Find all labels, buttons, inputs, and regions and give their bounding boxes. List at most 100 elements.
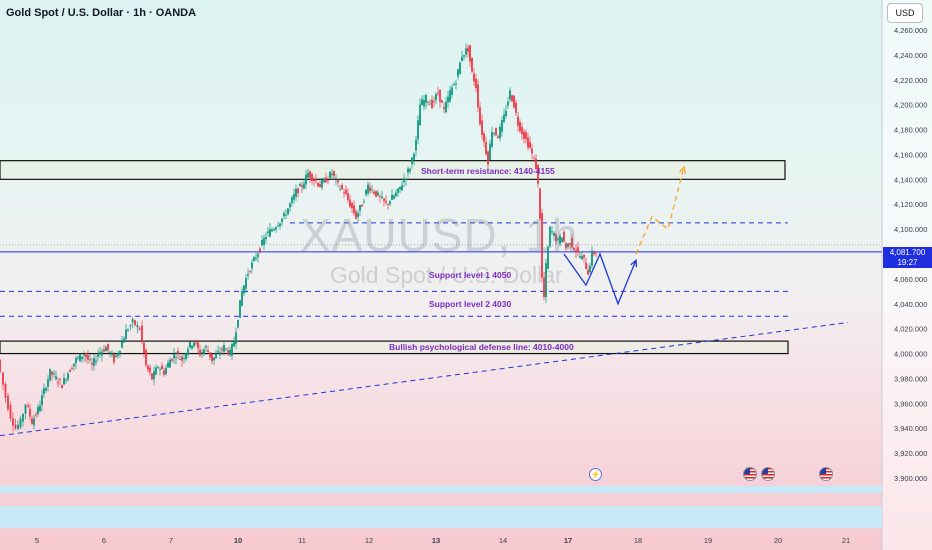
candle-body xyxy=(469,45,471,62)
candle-body xyxy=(585,262,587,269)
candle-body xyxy=(335,178,337,179)
candle-body xyxy=(271,229,273,232)
candle-body xyxy=(523,131,525,139)
candle-body xyxy=(549,226,551,247)
candle-body xyxy=(521,126,523,134)
candle-body xyxy=(295,188,297,197)
candle-body xyxy=(63,378,65,385)
candle-body xyxy=(149,367,151,373)
y-tick-label: 3,920.000 xyxy=(894,449,927,458)
y-tick-label: 3,940.000 xyxy=(894,424,927,433)
candle-body xyxy=(357,213,359,217)
candle-body xyxy=(81,356,83,360)
y-tick-label: 4,100.000 xyxy=(894,225,927,234)
y-tick-label: 3,960.000 xyxy=(894,399,927,408)
candle-body xyxy=(285,215,287,216)
candle-body xyxy=(215,354,217,359)
candle-body xyxy=(485,141,487,155)
last-price-countdown: 19:27 xyxy=(897,258,918,267)
y-tick-label: 4,000.000 xyxy=(894,350,927,359)
us-flag-icon[interactable] xyxy=(819,467,833,481)
x-tick-label: 11 xyxy=(298,536,306,545)
lightning-event-icon[interactable]: ⚡ xyxy=(589,468,602,481)
candle-body xyxy=(363,201,365,203)
candle-body xyxy=(479,107,481,125)
candle-body xyxy=(305,174,307,185)
candle-body xyxy=(317,182,319,187)
candle-body xyxy=(579,256,581,258)
candle-body xyxy=(31,418,33,425)
support1-label: Support level 1 4050 xyxy=(429,270,512,280)
y-tick-label: 4,260.000 xyxy=(894,26,927,35)
candle-body xyxy=(583,254,585,258)
last-price-value: 4,081.700 xyxy=(889,248,926,257)
candle-body xyxy=(89,359,91,361)
candle-body xyxy=(361,204,363,207)
y-tick-label: 4,220.000 xyxy=(894,76,927,85)
candle-body xyxy=(163,370,165,375)
candle-body xyxy=(397,188,399,193)
candle-body xyxy=(387,204,389,205)
candle-body xyxy=(279,223,281,227)
y-tick-label: 4,120.000 xyxy=(894,200,927,209)
candle-body xyxy=(235,332,237,344)
x-tick-label: 13 xyxy=(432,536,440,545)
candle-body xyxy=(299,184,301,187)
candle-body xyxy=(123,338,125,343)
candle-body xyxy=(501,120,503,132)
candle-body xyxy=(141,325,143,341)
candle-body xyxy=(14,424,17,429)
candle-body xyxy=(401,185,403,191)
last-price-badge: 4,081.700 19:27 xyxy=(883,247,932,268)
candle-body xyxy=(79,353,81,362)
candle-body xyxy=(465,48,467,55)
candle-body xyxy=(459,62,461,75)
candle-body xyxy=(483,133,485,142)
candle-body xyxy=(43,388,45,394)
candle-body xyxy=(405,178,407,180)
candle-body xyxy=(193,342,195,347)
y-tick-label: 4,160.000 xyxy=(894,150,927,159)
candle-body xyxy=(529,141,531,148)
candle-body xyxy=(359,205,361,211)
candle-body xyxy=(77,357,79,359)
candle-body xyxy=(65,379,67,381)
candle-body xyxy=(565,243,567,249)
candle-body xyxy=(171,358,173,361)
currency-button[interactable]: USD xyxy=(887,3,923,23)
candle-body xyxy=(189,341,191,348)
candle-body xyxy=(129,325,132,327)
candle-body xyxy=(441,100,443,103)
us-flag-icon[interactable] xyxy=(743,467,757,481)
candle-body xyxy=(12,418,14,426)
candle-body xyxy=(415,139,417,151)
zone-defense xyxy=(0,340,789,355)
candle-body xyxy=(431,99,433,109)
candle-body xyxy=(471,58,473,72)
candle-body xyxy=(37,407,39,415)
us-flag-icon[interactable] xyxy=(761,467,775,481)
candle-body xyxy=(409,168,411,172)
candle-body xyxy=(253,257,255,261)
candle-body xyxy=(273,228,275,231)
price-axis-panel xyxy=(882,0,932,550)
candle-body xyxy=(231,343,233,356)
candle-body xyxy=(179,359,181,360)
candle-body xyxy=(517,116,519,126)
candle-body xyxy=(433,101,435,102)
candle-body xyxy=(291,197,293,203)
candle-body xyxy=(97,354,99,357)
bullish-projection-path xyxy=(635,166,685,255)
candle-body xyxy=(413,153,415,160)
candle-body xyxy=(513,95,515,108)
candle-body xyxy=(411,157,413,165)
candle-body xyxy=(355,211,357,219)
candle-body xyxy=(121,341,123,348)
candle-body xyxy=(277,225,279,227)
x-tick-label: 12 xyxy=(365,536,373,545)
candle-body xyxy=(425,94,427,103)
candle-body xyxy=(587,269,589,275)
candle-body xyxy=(211,353,213,362)
candle-body xyxy=(125,329,127,340)
